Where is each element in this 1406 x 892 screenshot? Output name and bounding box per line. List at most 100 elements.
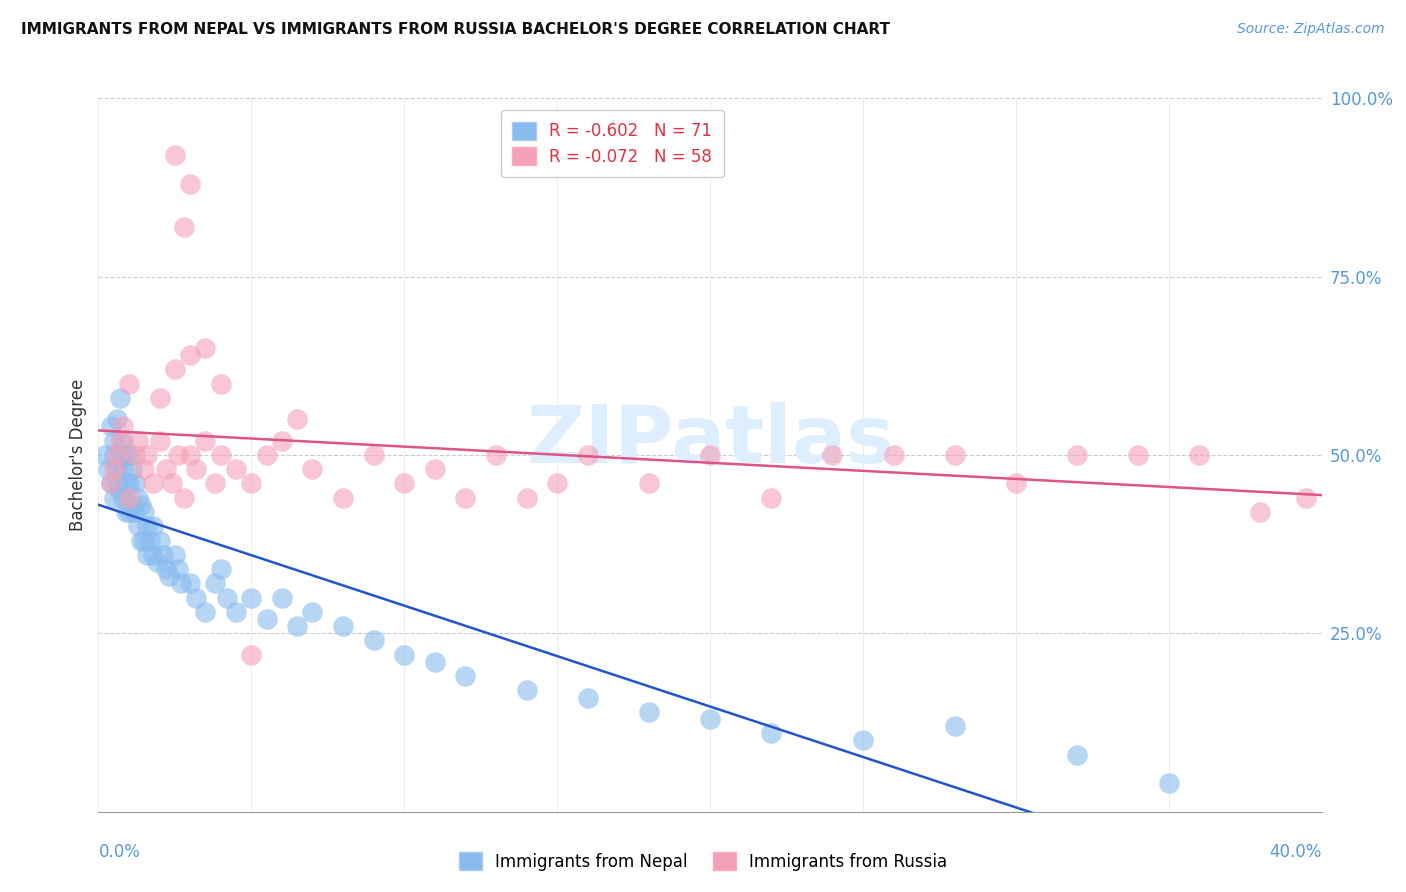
Point xyxy=(186,591,208,605)
Legend: Immigrants from Nepal, Immigrants from Russia: Immigrants from Nepal, Immigrants from R… xyxy=(450,844,956,880)
Point xyxy=(225,605,247,619)
Point xyxy=(108,391,131,405)
Point xyxy=(270,434,292,448)
Point xyxy=(136,519,159,533)
Point xyxy=(163,148,186,162)
Point xyxy=(1004,476,1026,491)
Point xyxy=(124,476,146,491)
Text: Source: ZipAtlas.com: Source: ZipAtlas.com xyxy=(1237,22,1385,37)
Point xyxy=(209,448,232,462)
Point xyxy=(134,505,156,519)
Point xyxy=(105,476,128,491)
Point xyxy=(173,491,195,505)
Point xyxy=(179,348,201,362)
Point xyxy=(1128,448,1150,462)
Point xyxy=(155,562,177,576)
Point xyxy=(115,448,138,462)
Point xyxy=(759,491,782,505)
Point xyxy=(111,462,134,476)
Point xyxy=(332,491,354,505)
Point xyxy=(516,683,538,698)
Point xyxy=(209,562,232,576)
Point xyxy=(454,491,477,505)
Point xyxy=(225,462,247,476)
Point xyxy=(163,362,186,376)
Y-axis label: Bachelor's Degree: Bachelor's Degree xyxy=(69,379,87,531)
Point xyxy=(256,612,278,626)
Point xyxy=(1188,448,1211,462)
Point xyxy=(209,376,232,391)
Point xyxy=(240,591,263,605)
Point xyxy=(576,448,599,462)
Text: 40.0%: 40.0% xyxy=(1270,843,1322,861)
Point xyxy=(139,533,162,548)
Point xyxy=(118,376,141,391)
Point xyxy=(1066,747,1088,762)
Point xyxy=(136,548,159,562)
Point xyxy=(194,605,217,619)
Legend: R = -0.602   N = 71, R = -0.072   N = 58: R = -0.602 N = 71, R = -0.072 N = 58 xyxy=(501,110,724,178)
Point xyxy=(115,505,138,519)
Point xyxy=(423,655,446,669)
Point xyxy=(108,483,131,498)
Point xyxy=(270,591,292,605)
Point xyxy=(103,434,125,448)
Point xyxy=(142,519,165,533)
Point xyxy=(1295,491,1317,505)
Point xyxy=(129,498,152,512)
Point xyxy=(821,448,844,462)
Text: ZIPatlas: ZIPatlas xyxy=(526,401,894,480)
Point xyxy=(105,448,128,462)
Point xyxy=(179,448,201,462)
Point xyxy=(127,519,149,533)
Point xyxy=(152,548,174,562)
Point xyxy=(285,619,308,633)
Point xyxy=(149,434,172,448)
Point xyxy=(97,462,120,476)
Point xyxy=(134,462,156,476)
Point xyxy=(363,633,385,648)
Point xyxy=(118,448,141,462)
Point xyxy=(100,419,122,434)
Point xyxy=(256,448,278,462)
Point xyxy=(103,448,125,462)
Point xyxy=(145,555,167,569)
Point xyxy=(163,548,186,562)
Point xyxy=(134,533,156,548)
Point xyxy=(204,476,226,491)
Point xyxy=(118,476,141,491)
Point xyxy=(149,391,172,405)
Point xyxy=(194,434,217,448)
Point xyxy=(285,412,308,426)
Text: 0.0%: 0.0% xyxy=(98,843,141,861)
Point xyxy=(105,412,128,426)
Point xyxy=(883,448,905,462)
Point xyxy=(170,576,193,591)
Point xyxy=(332,619,354,633)
Point xyxy=(546,476,568,491)
Point xyxy=(204,576,226,591)
Point xyxy=(943,448,966,462)
Point xyxy=(142,476,165,491)
Point xyxy=(301,605,323,619)
Point xyxy=(100,476,122,491)
Point xyxy=(194,341,217,355)
Point xyxy=(215,591,238,605)
Point xyxy=(124,448,146,462)
Point xyxy=(115,476,138,491)
Text: IMMIGRANTS FROM NEPAL VS IMMIGRANTS FROM RUSSIA BACHELOR'S DEGREE CORRELATION CH: IMMIGRANTS FROM NEPAL VS IMMIGRANTS FROM… xyxy=(21,22,890,37)
Point xyxy=(103,491,125,505)
Point xyxy=(121,498,143,512)
Point xyxy=(111,419,134,434)
Point xyxy=(1157,776,1180,790)
Point xyxy=(103,462,125,476)
Point xyxy=(1066,448,1088,462)
Point xyxy=(108,448,131,462)
Point xyxy=(118,491,141,505)
Point xyxy=(118,505,141,519)
Point xyxy=(186,462,208,476)
Point xyxy=(943,719,966,733)
Point xyxy=(93,448,115,462)
Point xyxy=(129,533,152,548)
Point xyxy=(699,448,721,462)
